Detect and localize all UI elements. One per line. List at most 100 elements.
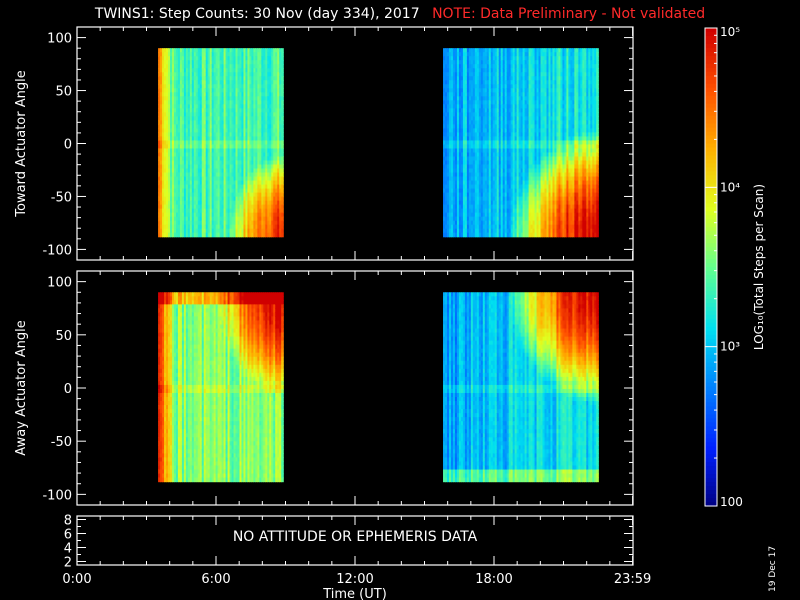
- heatmap-cell: [183, 104, 187, 109]
- heatmap-cell: [205, 180, 209, 186]
- heatmap-cell: [275, 224, 278, 230]
- heatmap-cell: [239, 132, 243, 138]
- heatmap-cell: [162, 108, 165, 113]
- heatmap-cell: [476, 104, 480, 109]
- heatmap-cell: [215, 124, 219, 129]
- heatmap-cell: [275, 88, 278, 93]
- heatmap-cell: [492, 68, 496, 73]
- heatmap-cell: [251, 92, 254, 97]
- heatmap-cell: [213, 100, 217, 105]
- heatmap-cell: [241, 200, 245, 206]
- heatmap-cell: [275, 220, 278, 226]
- heatmap-cell: [508, 212, 512, 218]
- heatmap-cell: [445, 196, 448, 202]
- heatmap-cell: [488, 208, 492, 214]
- heatmap-cell: [158, 188, 161, 194]
- heatmap-cell: [450, 92, 454, 97]
- heatmap-cell: [235, 136, 239, 142]
- heatmap-cell: [279, 100, 282, 105]
- heatmap-cell: [253, 204, 256, 210]
- heatmap-cell: [205, 216, 209, 222]
- heatmap-cell: [225, 188, 229, 194]
- heatmap-cell: [189, 112, 193, 117]
- heatmap-cell: [241, 96, 245, 101]
- heatmap-cell: [243, 128, 247, 134]
- heatmap-cell: [209, 164, 213, 170]
- heatmap-cell: [219, 68, 223, 73]
- heatmap-cell: [464, 156, 468, 162]
- heatmap-cell: [265, 72, 268, 77]
- heatmap-cell: [229, 108, 233, 113]
- heatmap-cell: [516, 60, 520, 65]
- heatmap-cell: [207, 220, 211, 226]
- heatmap-cell: [166, 216, 169, 222]
- heatmap-cell: [261, 56, 264, 61]
- heatmap-cell: [510, 76, 514, 81]
- heatmap-cell: [209, 108, 213, 113]
- heatmap-cell: [209, 192, 213, 198]
- heatmap-cell: [203, 100, 207, 105]
- heatmap-cell: [458, 216, 462, 222]
- heatmap-cell: [472, 204, 476, 210]
- heatmap-cell: [251, 184, 254, 190]
- heatmap-cell: [490, 232, 494, 238]
- heatmap-cell: [522, 96, 526, 101]
- heatmap-cell: [217, 60, 221, 65]
- heatmap-cell: [265, 48, 268, 53]
- heatmap-cell: [486, 76, 490, 81]
- heatmap-cell: [267, 196, 270, 202]
- heatmap-cell: [279, 216, 282, 222]
- heatmap-cell: [496, 204, 500, 210]
- heatmap-cell: [162, 224, 165, 230]
- heatmap-cell: [160, 124, 163, 129]
- heatmap-cell: [205, 120, 209, 125]
- heatmap-cell: [160, 188, 163, 194]
- heatmap-cell: [233, 224, 237, 230]
- heatmap-cell: [454, 132, 458, 138]
- heatmap-cell: [193, 64, 197, 69]
- heatmap-cell: [168, 180, 171, 186]
- heatmap-cell: [175, 112, 179, 117]
- heatmap-cell: [492, 56, 496, 61]
- heatmap-cell: [201, 132, 205, 138]
- heatmap-cell: [277, 48, 280, 53]
- heatmap-cell: [273, 172, 276, 178]
- heatmap-cell: [476, 220, 480, 226]
- heatmap-cell: [168, 188, 171, 194]
- heatmap-cell: [486, 88, 490, 93]
- heatmap-cell: [223, 108, 227, 113]
- heatmap-cell: [470, 144, 474, 150]
- heatmap-cell: [249, 48, 253, 53]
- heatmap-cell: [233, 132, 237, 138]
- heatmap-cell: [281, 148, 284, 154]
- heatmap-cell: [466, 204, 470, 210]
- heatmap-cell: [235, 228, 239, 234]
- heatmap-cell: [253, 188, 256, 194]
- heatmap-cell: [197, 160, 201, 166]
- heatmap-cell: [520, 72, 524, 77]
- heatmap-cell: [271, 72, 274, 77]
- heatmap-cell: [484, 100, 488, 105]
- heatmap-cell: [526, 128, 530, 134]
- heatmap-cell: [219, 88, 223, 93]
- heatmap-cell: [281, 100, 284, 105]
- heatmap-cell: [237, 120, 241, 125]
- heatmap-cell: [185, 148, 189, 154]
- heatmap-cell: [516, 180, 520, 186]
- heatmap-cell: [480, 204, 484, 210]
- heatmap-cell: [211, 48, 215, 53]
- heatmap-cell: [171, 124, 175, 129]
- heatmap-cell: [259, 124, 262, 129]
- heatmap-cell: [170, 72, 173, 77]
- heatmap-cell: [259, 88, 262, 93]
- heatmap-cell: [189, 96, 193, 101]
- heatmap-cell: [476, 100, 480, 105]
- heatmap-cell: [526, 48, 530, 53]
- heatmap-cell: [452, 128, 456, 134]
- heatmap-cell: [195, 76, 199, 81]
- heatmap-cell: [508, 156, 512, 162]
- heatmap-cell: [201, 148, 205, 154]
- heatmap-cell: [456, 172, 460, 178]
- heatmap-cell: [213, 220, 217, 226]
- heatmap-cell: [492, 172, 496, 178]
